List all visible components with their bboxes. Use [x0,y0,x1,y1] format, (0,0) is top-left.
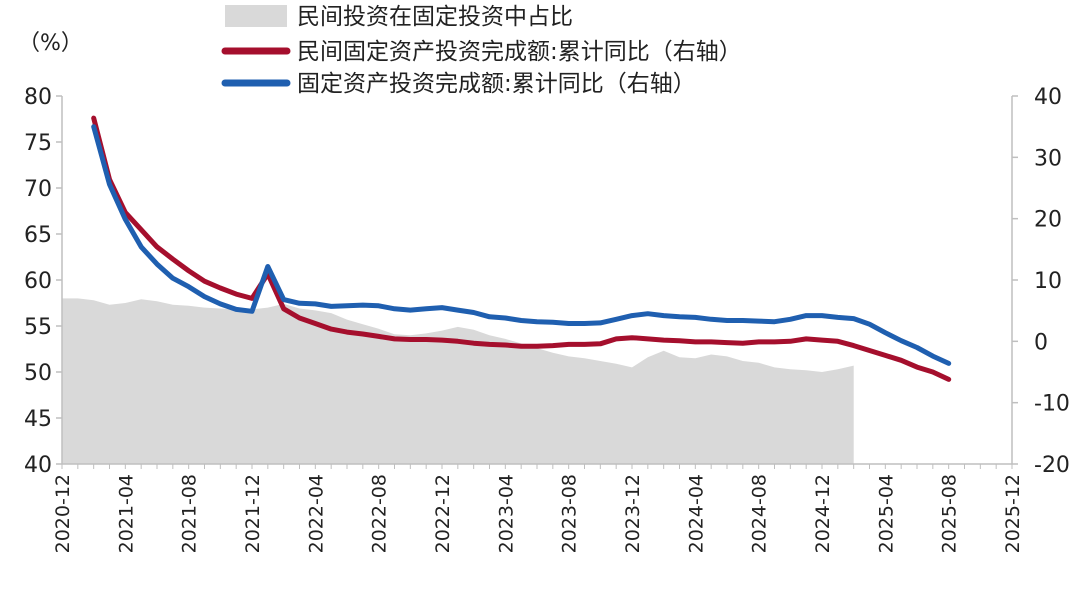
axes-layer: 404550556065707580-20-100102030402020-12… [24,85,1070,553]
left-tick-label: 45 [24,407,52,432]
legend-swatch-private-share [225,5,287,27]
left-tick-label: 50 [24,361,52,386]
left-tick-label: 40 [24,453,52,478]
x-tick-label: 2024-08 [749,474,771,553]
left-tick-label: 60 [24,269,52,294]
legend: 民间投资在固定投资中占比 民间固定资产投资完成额:累计同比（右轴） 固定资产投资… [221,4,742,97]
x-tick-label: 2023-12 [622,474,644,553]
series-area-private-share [62,298,854,464]
left-tick-label: 70 [24,177,52,202]
x-tick-label: 2021-08 [179,474,201,553]
legend-label-private-share: 民间投资在固定投资中占比 [297,4,573,30]
x-tick-label: 2022-04 [305,474,327,553]
x-tick-label: 2021-04 [115,474,137,553]
x-tick-label: 2020-12 [52,474,74,553]
x-tick-label: 2025-04 [875,474,897,553]
right-tick-label: -10 [1034,392,1070,417]
x-tick-label: 2021-12 [242,474,264,553]
left-tick-label: 55 [24,315,52,340]
left-tick-label: 80 [24,85,52,110]
right-tick-label: 30 [1034,146,1062,171]
lines-layer [91,115,952,382]
x-tick-label: 2025-12 [1002,474,1024,553]
legend-label-private-fai: 民间固定资产投资完成额:累计同比（右轴） [297,39,742,65]
x-tick-label: 2022-08 [369,474,391,553]
right-tick-label: -20 [1034,453,1070,478]
left-axis-unit-label: （%） [18,31,83,56]
area-layer [62,298,854,464]
series-line-total-fai [91,124,952,366]
left-tick-label: 75 [24,131,52,156]
x-tick-label: 2024-04 [685,474,707,553]
right-tick-label: 0 [1034,330,1048,355]
series-line-private-fai [91,115,952,382]
x-tick-label: 2022-12 [432,474,454,553]
x-tick-label: 2023-04 [495,474,517,553]
x-tick-label: 2024-12 [812,474,834,553]
x-tick-label: 2025-08 [939,474,961,553]
right-tick-label: 10 [1034,269,1062,294]
left-tick-label: 65 [24,223,52,248]
right-tick-label: 40 [1034,85,1062,110]
x-tick-label: 2023-08 [559,474,581,553]
right-tick-label: 20 [1034,208,1062,233]
legend-label-total-fai: 固定资产投资完成额:累计同比（右轴） [297,71,696,97]
